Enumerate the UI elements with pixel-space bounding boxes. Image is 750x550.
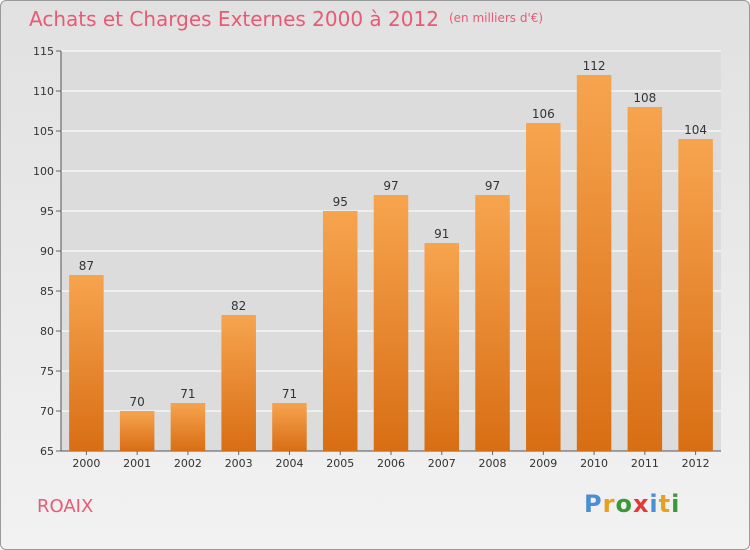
y-tick-label: 105 bbox=[33, 125, 54, 138]
bar bbox=[475, 195, 510, 451]
chart-subtitle: (en milliers d'€) bbox=[448, 11, 544, 25]
x-tick-label: 2000 bbox=[72, 457, 100, 470]
x-tick-label: 2011 bbox=[631, 457, 659, 470]
x-tick-label: 2002 bbox=[174, 457, 202, 470]
bar bbox=[221, 315, 256, 451]
x-tick-label: 2001 bbox=[123, 457, 151, 470]
bar bbox=[322, 211, 358, 451]
bar-value-label: 71 bbox=[180, 387, 195, 401]
bar bbox=[373, 195, 409, 451]
logo-letter: P bbox=[584, 490, 603, 518]
x-tick-label: 2003 bbox=[225, 457, 253, 470]
bar bbox=[526, 123, 561, 451]
bar bbox=[272, 403, 307, 451]
bar bbox=[678, 139, 713, 451]
y-tick-label: 85 bbox=[40, 285, 54, 298]
logo-letter: t bbox=[658, 490, 672, 518]
x-tick-label: 2006 bbox=[377, 457, 405, 470]
logo-letter: i bbox=[649, 490, 659, 518]
y-tick-label: 95 bbox=[40, 205, 54, 218]
bar-value-label: 70 bbox=[130, 395, 145, 409]
bar bbox=[576, 75, 612, 451]
proxiti-logo: Proxiti bbox=[584, 490, 680, 518]
logo-letter: x bbox=[632, 490, 650, 518]
y-tick-label: 90 bbox=[40, 245, 54, 258]
x-tick-label: 2005 bbox=[326, 457, 354, 470]
bar bbox=[170, 403, 206, 451]
bar-value-label: 87 bbox=[79, 259, 94, 273]
bar-value-label: 97 bbox=[383, 179, 398, 193]
bar-value-label: 95 bbox=[333, 195, 348, 209]
bar-value-label: 97 bbox=[485, 179, 500, 193]
y-tick-label: 100 bbox=[33, 165, 54, 178]
y-tick-label: 65 bbox=[40, 445, 54, 458]
bar bbox=[69, 275, 104, 451]
bar-value-label: 71 bbox=[282, 387, 297, 401]
x-tick-label: 2010 bbox=[580, 457, 608, 470]
bar bbox=[627, 107, 663, 451]
y-tick-label: 80 bbox=[40, 325, 54, 338]
logo-letter: r bbox=[602, 490, 616, 518]
bar-value-label: 108 bbox=[633, 91, 656, 105]
bar-value-label: 82 bbox=[231, 299, 246, 313]
x-tick-label: 2008 bbox=[479, 457, 507, 470]
bar-value-label: 91 bbox=[434, 227, 449, 241]
y-tick-label: 115 bbox=[33, 45, 54, 58]
chart-title: Achats et Charges Externes 2000 à 2012 bbox=[29, 7, 439, 31]
bar bbox=[119, 411, 155, 451]
x-tick-label: 2004 bbox=[275, 457, 303, 470]
logo-letter: o bbox=[615, 490, 633, 518]
y-tick-label: 75 bbox=[40, 365, 54, 378]
bar bbox=[424, 243, 460, 451]
y-tick-label: 110 bbox=[33, 85, 54, 98]
y-tick-label: 70 bbox=[40, 405, 54, 418]
bar-value-label: 112 bbox=[583, 59, 606, 73]
commune-name: ROAIX bbox=[37, 496, 94, 517]
logo-letter: i bbox=[671, 490, 681, 518]
bar-value-label: 106 bbox=[532, 107, 555, 121]
chart-title-row: Achats et Charges Externes 2000 à 2012 (e… bbox=[29, 7, 543, 31]
x-tick-label: 2007 bbox=[428, 457, 456, 470]
x-tick-label: 2009 bbox=[529, 457, 557, 470]
x-tick-label: 2012 bbox=[682, 457, 710, 470]
bar-value-label: 104 bbox=[684, 123, 707, 137]
